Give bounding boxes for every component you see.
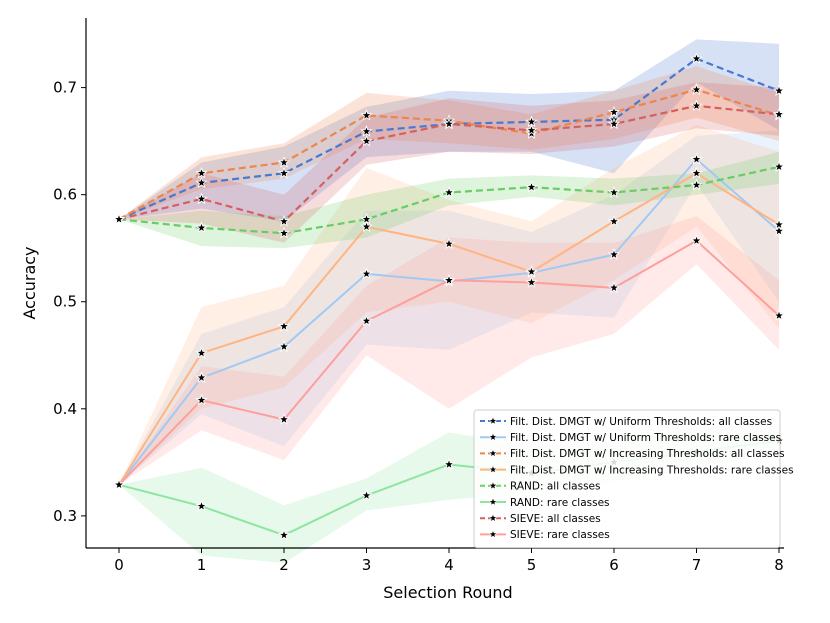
x-tick-label: 2 <box>279 556 289 574</box>
legend-marker-0 <box>488 415 498 426</box>
data-point-7-5 <box>525 275 538 288</box>
legend-marker-5 <box>488 496 498 507</box>
data-point-6-0 <box>112 212 126 225</box>
data-point-7-1 <box>195 393 208 406</box>
data-point-3-3 <box>360 220 373 233</box>
data-point-4-3 <box>360 212 373 225</box>
data-point-7-8 <box>772 309 786 321</box>
x-tick-label: 3 <box>362 556 372 574</box>
data-point-1-8 <box>772 224 786 237</box>
data-point-1-1 <box>195 371 208 383</box>
legend-label-3: Filt. Dist. DMGT w/ Increasing Threshold… <box>510 464 794 476</box>
y-tick-label: 0.7 <box>53 79 77 97</box>
data-point-6-7 <box>690 99 703 112</box>
data-point-7-2 <box>277 413 291 425</box>
data-point-4-1 <box>195 221 208 234</box>
legend-label-6: SIEVE: all classes <box>510 513 601 525</box>
data-point-6-1 <box>195 192 208 205</box>
y-tick-label: 0.4 <box>53 400 77 418</box>
data-point-6-2 <box>277 214 291 227</box>
legend-marker-3 <box>488 464 498 474</box>
x-tick-label: 7 <box>692 556 702 574</box>
data-point-4-8 <box>772 160 786 173</box>
y-ticks: 0.3 0.4 0.5 0.6 0.7 <box>53 79 86 525</box>
data-point-3-5 <box>525 265 538 277</box>
data-point-3-8 <box>772 218 786 230</box>
data-point-3-2 <box>277 319 291 332</box>
legend-box <box>473 409 781 549</box>
data-point-4-4 <box>442 186 456 198</box>
legend-label-1: Filt. Dist. DMGT w/ Uniform Thresholds: … <box>510 432 781 444</box>
legend-label-2: Filt. Dist. DMGT w/ Increasing Threshold… <box>510 448 785 460</box>
x-tick-label: 0 <box>114 556 124 574</box>
legend-marker-1 <box>488 432 498 442</box>
confidence-band-2 <box>119 66 779 220</box>
data-point-4-7 <box>690 178 703 191</box>
legend-label-5: RAND: rare classes <box>510 497 610 509</box>
x-tick-label: 4 <box>444 556 454 574</box>
legend: Filt. Dist. DMGT w/ Uniform Thresholds: … <box>473 409 794 549</box>
data-point-0-3 <box>360 124 373 137</box>
data-point-0-7 <box>690 52 703 64</box>
data-point-4-2 <box>277 226 291 239</box>
data-point-1-2 <box>277 340 291 352</box>
data-point-0-8 <box>772 84 786 97</box>
data-point-7-7 <box>690 234 703 246</box>
data-point-5-2 <box>277 528 291 541</box>
data-point-3-1 <box>195 346 208 359</box>
data-point-4-5 <box>525 180 538 193</box>
legend-label-7: SIEVE: rare classes <box>510 529 610 541</box>
x-tick-label: 5 <box>527 556 537 574</box>
legend-marker-2 <box>488 448 498 458</box>
data-point-2-2 <box>277 156 291 168</box>
legend-marker-7 <box>488 529 498 539</box>
data-point-3-4 <box>442 237 456 250</box>
x-ticks: 0 1 2 3 4 5 6 7 8 <box>114 548 784 574</box>
data-point-7-3 <box>360 314 373 327</box>
x-tick-label: 1 <box>197 556 207 574</box>
legend-marker-4 <box>488 480 498 490</box>
data-point-2-7 <box>690 83 703 95</box>
series-markers <box>112 52 786 541</box>
x-tick-label: 8 <box>774 556 784 574</box>
data-point-4-6 <box>607 186 621 198</box>
data-point-6-5 <box>525 123 538 136</box>
data-point-2-6 <box>607 105 621 118</box>
x-axis-label: Selection Round <box>383 583 512 602</box>
data-point-0-2 <box>277 166 291 179</box>
data-point-7-6 <box>607 281 621 294</box>
data-point-5-1 <box>195 499 208 512</box>
data-point-1-6 <box>607 248 621 260</box>
data-point-3-6 <box>607 214 621 227</box>
data-point-6-8 <box>772 107 786 120</box>
y-tick-label: 0.6 <box>53 186 77 204</box>
data-point-2-1 <box>195 166 208 179</box>
data-point-1-7 <box>690 152 703 165</box>
data-point-6-6 <box>607 117 621 130</box>
legend-label-4: RAND: all classes <box>510 481 600 493</box>
data-point-6-4 <box>442 117 456 130</box>
data-point-5-4 <box>442 457 456 470</box>
y-tick-label: 0.5 <box>53 293 77 311</box>
data-point-7-0 <box>112 478 126 491</box>
data-point-0-1 <box>195 176 208 189</box>
data-point-7-4 <box>442 273 456 286</box>
data-point-2-3 <box>360 108 373 121</box>
data-point-5-3 <box>360 489 373 501</box>
legend-marker-6 <box>488 513 498 523</box>
y-axis-label: Accuracy <box>20 246 39 319</box>
legend-label-0: Filt. Dist. DMGT w/ Uniform Thresholds: … <box>510 416 772 428</box>
data-point-6-3 <box>360 134 373 147</box>
x-tick-label: 6 <box>609 556 619 574</box>
data-point-1-3 <box>360 267 373 280</box>
y-tick-label: 0.3 <box>53 507 77 525</box>
data-point-3-7 <box>690 166 703 179</box>
